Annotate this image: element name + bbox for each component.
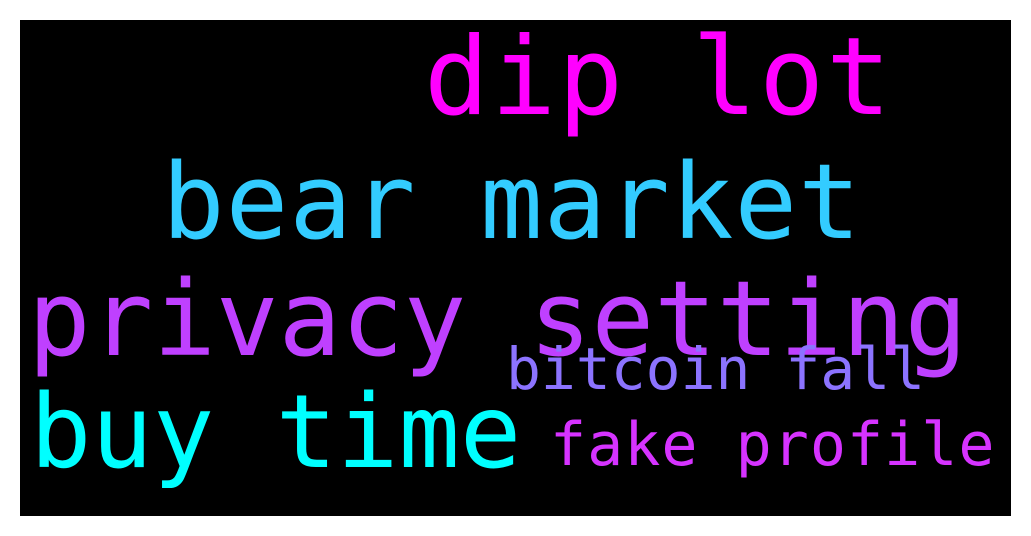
word-buy-time: buy time [30,373,522,492]
word-bear-market: bear market [162,141,862,263]
word-fake-profile: fake profile [550,410,996,480]
word-privacy-setting: privacy setting [28,258,968,380]
word-dip-lot: dip lot [424,20,894,140]
word-bitcoin-fall: bitcoin fall [506,335,926,403]
word-cloud: dip lot bear market privacy setting bitc… [20,20,1011,516]
